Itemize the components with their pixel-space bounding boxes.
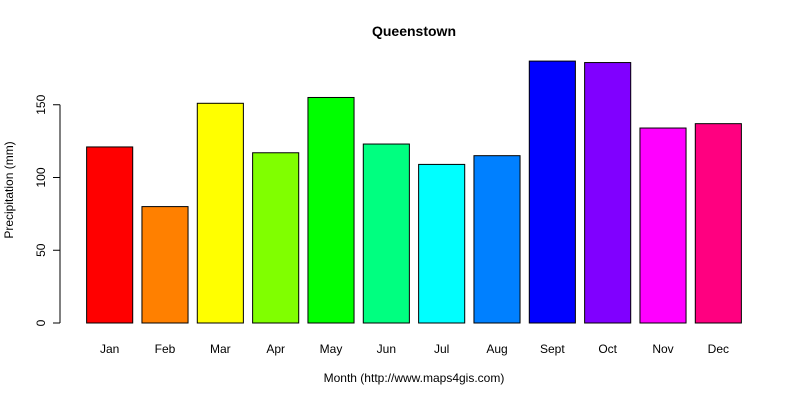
x-tick-label: Oct — [598, 342, 617, 356]
x-tick-label: Jul — [434, 342, 449, 356]
x-tick-label: Nov — [652, 342, 673, 356]
y-axis: 0 50 100 150 — [34, 94, 61, 326]
bar-jun — [362, 143, 410, 324]
bar-aug — [473, 155, 521, 324]
bar-may — [307, 96, 355, 324]
bar-jul — [418, 163, 466, 324]
bars-group — [86, 60, 742, 324]
x-tick-label: Aug — [486, 342, 507, 356]
bar-mar — [196, 102, 244, 324]
bar-sept — [528, 60, 576, 324]
y-tick-label: 50 — [34, 243, 48, 257]
x-tick-label: Apr — [266, 342, 285, 356]
bar-jan — [86, 146, 134, 324]
bar-dec — [694, 123, 742, 324]
x-tick-label: Dec — [708, 342, 729, 356]
x-tick-label: Jun — [377, 342, 396, 356]
x-tick-label: Mar — [210, 342, 231, 356]
y-tick-label: 100 — [34, 167, 48, 187]
y-tick-label: 150 — [34, 94, 48, 114]
x-axis-label: Month (http://www.maps4gis.com) — [324, 371, 505, 385]
x-tick-labels: Jan Feb Mar Apr May Jun Jul Aug Sept Oct Nov Dec — [100, 342, 729, 356]
bar-apr — [252, 152, 300, 324]
x-tick-label: Sept — [540, 342, 565, 356]
x-tick-label: Jan — [100, 342, 119, 356]
bar-oct — [584, 62, 632, 324]
bar-feb — [141, 206, 189, 324]
bar-nov — [639, 127, 687, 324]
y-tick-label: 0 — [34, 319, 48, 326]
x-tick-label: May — [320, 342, 343, 356]
y-axis-label: Precipitation (mm) — [2, 141, 16, 238]
x-tick-label: Feb — [155, 342, 176, 356]
chart-title: Queenstown — [372, 23, 456, 39]
